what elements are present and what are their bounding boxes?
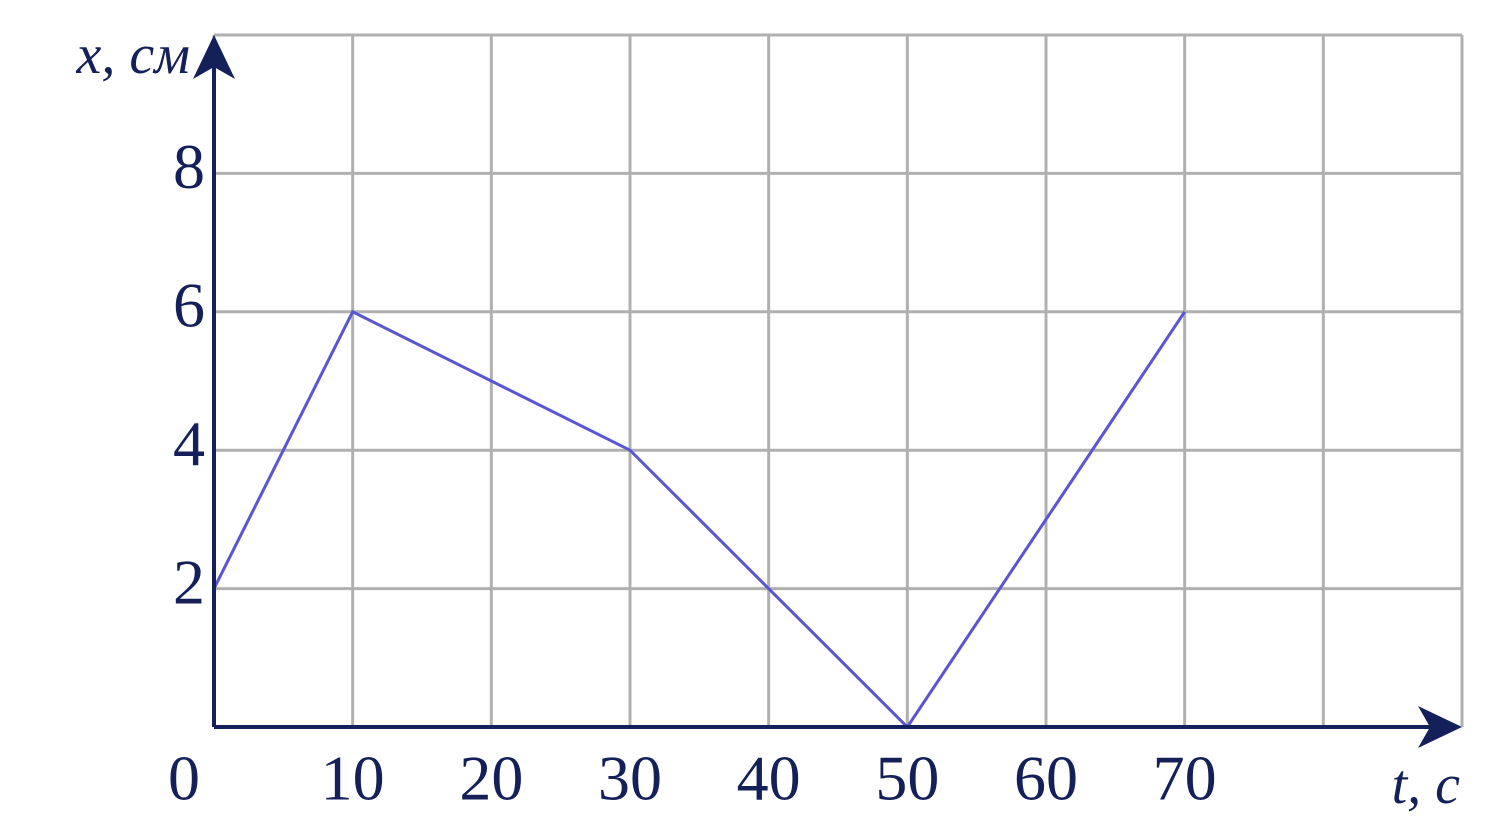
x-tick-label: 40 <box>737 743 801 814</box>
y-tick-label: 4 <box>173 408 205 479</box>
axes <box>193 35 1462 748</box>
x-tick-label: 50 <box>875 743 939 814</box>
x-axis-label: t, с <box>1392 754 1461 816</box>
data-line <box>212 309 1186 730</box>
x-tick-label: 60 <box>1014 743 1078 814</box>
y-arrow <box>193 35 235 79</box>
x-tick-label: 0 <box>168 743 200 814</box>
y-tick-label: 2 <box>173 546 205 617</box>
grid <box>212 33 1464 727</box>
x-arrow <box>1418 706 1462 748</box>
x-tick-label: 20 <box>459 743 523 814</box>
x-tick-label: 70 <box>1153 743 1217 814</box>
plot <box>212 309 1186 730</box>
x-tick-label: 30 <box>598 743 662 814</box>
y-axis-label: x, см <box>76 24 190 86</box>
y-tick-label: 8 <box>173 131 205 202</box>
x-tick-label: 10 <box>321 743 385 814</box>
y-tick-label: 6 <box>173 269 205 340</box>
